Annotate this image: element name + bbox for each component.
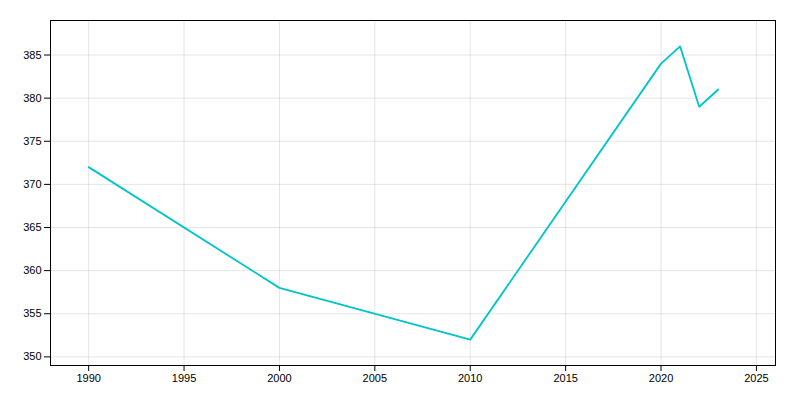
svg-text:2000: 2000: [267, 372, 291, 384]
svg-text:1995: 1995: [172, 372, 196, 384]
svg-text:1990: 1990: [76, 372, 100, 384]
svg-text:380: 380: [23, 92, 41, 104]
svg-text:2015: 2015: [553, 372, 577, 384]
svg-text:2025: 2025: [744, 372, 768, 384]
svg-text:370: 370: [23, 178, 41, 190]
svg-text:375: 375: [23, 135, 41, 147]
svg-text:350: 350: [23, 350, 41, 362]
svg-text:2020: 2020: [649, 372, 673, 384]
svg-text:385: 385: [23, 49, 41, 61]
svg-text:365: 365: [23, 221, 41, 233]
svg-text:360: 360: [23, 264, 41, 276]
svg-text:2010: 2010: [458, 372, 482, 384]
svg-text:355: 355: [23, 307, 41, 319]
svg-text:2005: 2005: [363, 372, 387, 384]
